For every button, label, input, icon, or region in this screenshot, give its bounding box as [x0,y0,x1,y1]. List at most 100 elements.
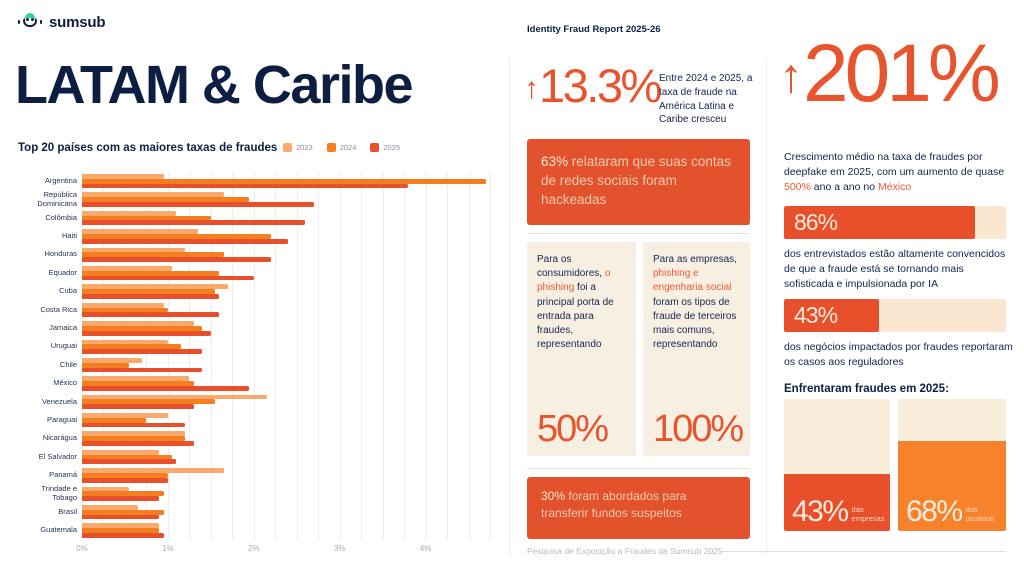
gridline [296,172,298,540]
chart-row: Uruguai [18,338,490,356]
bar-group [82,357,490,373]
country-label: Honduras [44,249,77,259]
legend-item-2025: 2025 [370,143,400,152]
logo-wordmark: sumsub [49,13,106,31]
tile-users-label: dos usuários [965,505,994,523]
bar-2023 [82,505,138,510]
chart-row: Equador [18,264,490,282]
bar-group [82,174,490,189]
banner-social-highlight: 63% [541,154,569,169]
bar-2023 [82,229,198,234]
sumsub-logo-icon [18,12,42,32]
chart-row: Guatemala [18,521,490,539]
card-consumers-pre: Para os consumidores, [537,254,605,280]
gridline [490,172,491,540]
card-consumers-value: 50% [537,408,609,450]
bar-group [82,486,490,502]
bar-2024 [82,491,164,497]
tile-companies-fill: 43% das empresas [784,474,890,531]
bar-2023 [82,523,160,529]
bar-2023 [82,284,229,290]
bar-2025 [82,477,168,483]
bar-2024 [82,307,168,313]
country-label: Cuba [59,286,77,296]
footer-source: Pesquisa de Exposição a Fraudes da Sumsu… [527,546,723,556]
card-companies-pre: Para as empresas, [653,254,737,265]
bar-2023 [82,376,190,382]
fraud-rate-bar-chart: Argentina República Dominicana Colômbia Hai… [18,172,491,556]
x-tick-label: 1% [162,544,174,553]
chart-row: República Dominicana [18,190,490,208]
bar-2024 [82,270,220,276]
country-label: Jamaica [49,323,77,332]
report-title: Identity Fraud Report 2025-26 [527,24,661,35]
bar-2025 [82,220,306,226]
gridline [189,172,191,540]
progress-fill-86: 86% [784,206,975,239]
tile-companies: 43% das empresas [784,399,890,531]
bar-2025 [82,349,203,354]
bar-group [82,394,490,410]
up-arrow-icon-large: ↑ [779,50,803,104]
card-consumers-text: Para os consumidores, o phishing foi a p… [537,253,626,352]
tile-users: 68% dos usuários [898,399,1006,531]
banner-transfer-highlight: 30% [541,489,566,503]
x-tick-label: 4% [419,544,432,553]
chart-row: Haiti [18,227,490,245]
bar-2024 [82,289,216,294]
legend-swatch-2023 [283,143,292,152]
tiles-heading: Enfrentaram fraudes em 2025: [784,383,949,395]
country-label: República Dominicana [37,189,77,208]
banner-transfer-text: foram abordados para transferir fundos s… [541,489,687,521]
gridline [210,172,212,540]
chart-rows: Argentina República Dominicana Colômbia Hai… [18,172,490,540]
bar-2024 [82,233,271,239]
bar-2025 [82,533,164,538]
bar-2023 [82,357,143,363]
gridline [361,172,363,540]
gridline [124,172,126,540]
x-tick-label: 2% [248,544,260,553]
logo-tick-left [18,20,20,24]
chart-row: Trindade e Tobago [18,484,490,503]
stat-13-3: ↑ 13.3% [524,59,662,112]
x-tick-label: 3% [333,544,346,553]
country-label: Equador [48,267,77,277]
chart-row: Nicarágua [18,429,490,447]
chart-row: Costa Rica [18,301,490,319]
country-label: México [53,378,77,388]
legend-label-2023: 2023 [296,143,313,152]
bar-2023 [82,431,186,437]
card-companies-highlight: phishing e engenharia social [653,268,732,294]
bar-group [82,265,490,281]
stat-13-3-value: 13.3% [539,59,662,112]
bar-2025 [82,293,220,299]
bar-2025 [82,367,203,373]
up-arrow-icon: ↑ [524,71,539,105]
card-companies-post: foram os tipos de fraude de terceiros ma… [653,296,737,351]
banner-social-text: relataram que suas contas de redes socia… [541,154,731,208]
banner-social-hacked: 63% relataram que suas contas de redes s… [527,139,750,225]
stat-201: ↑ 201% [779,32,1001,114]
gridline [275,172,277,540]
caption-mexico: México [878,181,912,194]
bar-2023 [82,321,194,326]
chart-row: México [18,374,490,392]
progress-text-86: dos entrevistados estão altamente conven… [784,248,1006,290]
card-consumers-highlight: o phishing [537,268,611,294]
chart-row: Panamá [18,466,490,484]
divider-left-middle [509,58,510,555]
bar-group [82,210,490,226]
bar-2025 [82,385,250,391]
bar-group [82,321,490,336]
gridline [339,172,341,540]
bar-2024 [82,197,250,202]
logo-eye-left [26,18,29,21]
bar-group [82,284,490,299]
chart-row: Colômbia [18,209,490,227]
country-label: Nicarágua [42,433,77,443]
bar-group [82,229,490,244]
gridline [404,172,406,540]
country-label: Chile [59,359,77,369]
progress-text-43: dos negócios impactados por fraudes repo… [784,341,1013,368]
